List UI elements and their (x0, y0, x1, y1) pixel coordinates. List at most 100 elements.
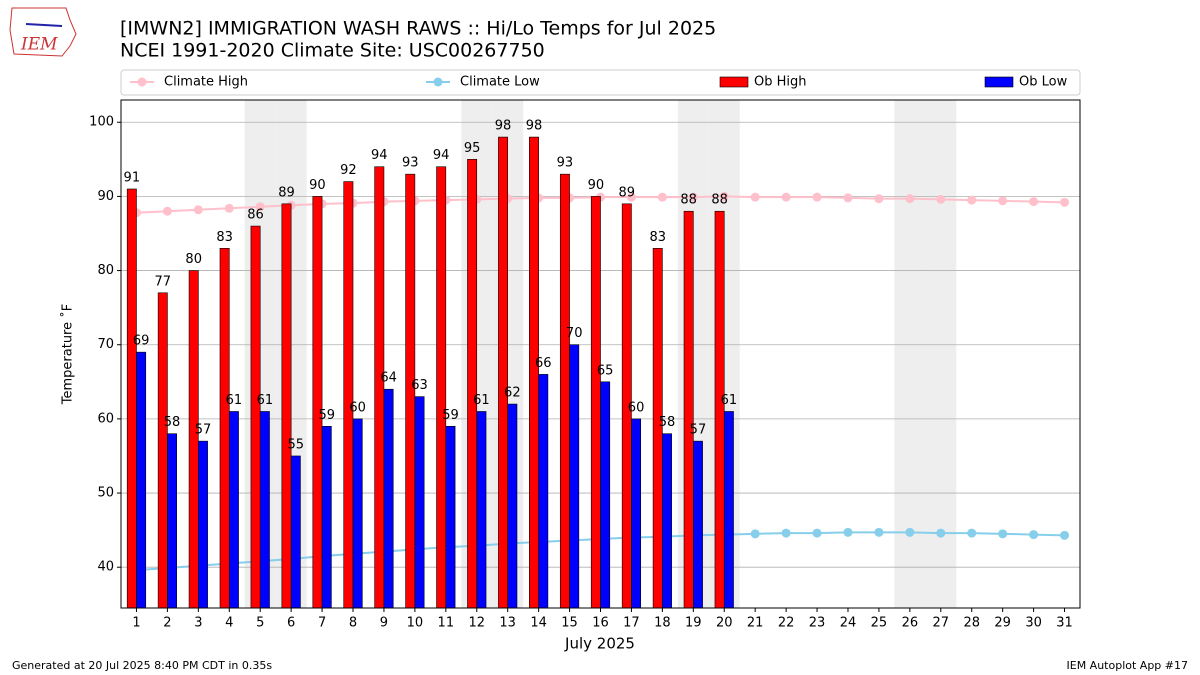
bar (600, 381, 611, 609)
legend-label: Climate Low (460, 75, 540, 90)
data-label: 66 (535, 356, 552, 371)
x-tick-label: 5 (256, 616, 264, 631)
data-label: 91 (124, 170, 141, 185)
data-label: 58 (659, 415, 676, 430)
x-tick-label: 12 (468, 616, 485, 631)
x-tick-label: 4 (225, 616, 233, 631)
x-tick-label: 30 (1025, 616, 1042, 631)
data-label: 57 (690, 423, 707, 438)
bar (281, 203, 292, 609)
legend-label: Climate High (164, 75, 248, 90)
point (967, 528, 977, 538)
point (162, 206, 172, 216)
plot-frame (120, 99, 1081, 609)
x-tick-label: 20 (716, 616, 733, 631)
x-tick-label: 3 (194, 616, 202, 631)
bar (507, 403, 518, 609)
point (688, 192, 698, 202)
x-tick-label: 25 (871, 616, 888, 631)
bar (683, 210, 694, 609)
x-tick-label: 29 (994, 616, 1011, 631)
x-tick-label: 8 (349, 616, 357, 631)
point (750, 529, 760, 539)
point (936, 194, 946, 204)
data-label: 61 (473, 393, 490, 408)
bar (714, 210, 725, 609)
data-label: 60 (349, 400, 366, 415)
x-tick-label: 13 (499, 616, 516, 631)
point (936, 528, 946, 538)
legend-swatch (719, 76, 749, 88)
point (874, 194, 884, 204)
bar (250, 225, 261, 609)
point (1060, 530, 1070, 540)
data-label: 60 (628, 400, 645, 415)
x-tick-label: 17 (623, 616, 640, 631)
x-tick-label: 2 (163, 616, 171, 631)
y-tick-label: 60 (97, 411, 114, 426)
x-tick-label: 9 (380, 616, 388, 631)
bar (693, 440, 703, 609)
data-label: 92 (340, 163, 357, 178)
logo-text: IEM (20, 35, 58, 55)
y-tick-label: 100 (89, 115, 114, 130)
data-label: 58 (164, 415, 181, 430)
bar (662, 433, 672, 609)
point (781, 192, 791, 202)
weekend-band (925, 100, 957, 608)
x-tick-label: 31 (1056, 616, 1073, 631)
data-label: 95 (464, 141, 481, 156)
x-tick-label: 21 (747, 616, 764, 631)
data-label: 88 (711, 193, 728, 208)
point (626, 192, 636, 202)
point (874, 527, 884, 537)
x-tick-label: 19 (685, 616, 702, 631)
data-label: 69 (133, 334, 150, 349)
chart-title: [IMWN2] IMMIGRATION WASH RAWS :: Hi/Lo T… (120, 18, 716, 40)
bar (228, 411, 239, 609)
data-label: 61 (226, 393, 243, 408)
bar (414, 396, 425, 609)
point (905, 527, 915, 537)
bar (631, 418, 642, 609)
data-label: 93 (557, 156, 574, 171)
data-label: 61 (721, 393, 738, 408)
data-label: 61 (257, 393, 274, 408)
weekend-band (894, 100, 926, 608)
bar (383, 388, 394, 609)
bar (352, 418, 363, 609)
y-tick-label: 80 (97, 263, 114, 278)
data-label: 57 (195, 423, 212, 438)
x-tick-label: 23 (809, 616, 826, 631)
bar (529, 136, 539, 609)
data-label: 89 (619, 185, 636, 200)
point (1060, 197, 1070, 207)
data-label: 86 (247, 208, 264, 223)
data-label: 59 (442, 408, 459, 423)
data-label: 89 (278, 185, 295, 200)
point (193, 205, 203, 215)
x-tick-label: 28 (963, 616, 980, 631)
legend-label: Ob High (754, 75, 807, 90)
legend-swatch (984, 76, 1014, 88)
logo-line (25, 23, 63, 27)
x-tick-label: 15 (561, 616, 578, 631)
bar (157, 292, 168, 609)
logo: IEM (9, 7, 77, 57)
point (812, 192, 822, 202)
y-tick-label: 50 (97, 486, 114, 501)
x-tick-label: 14 (530, 616, 547, 631)
bar (198, 440, 208, 609)
point (998, 529, 1008, 539)
bar (259, 411, 270, 609)
x-axis-label: July 2025 (564, 635, 635, 653)
x-tick-label: 11 (438, 616, 455, 631)
bar (321, 426, 332, 609)
point (255, 202, 265, 212)
x-tick-label: 24 (840, 616, 857, 631)
legend-marker (137, 77, 147, 87)
bar (290, 455, 301, 609)
data-label: 64 (380, 371, 397, 386)
y-tick-label: 70 (97, 337, 114, 352)
